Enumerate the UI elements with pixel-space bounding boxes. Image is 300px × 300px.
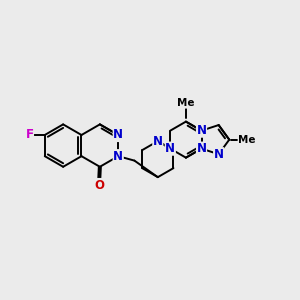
Text: Me: Me	[238, 135, 256, 145]
Text: N: N	[196, 124, 206, 137]
Text: N: N	[214, 148, 224, 161]
Text: N: N	[153, 135, 163, 148]
Text: N: N	[113, 150, 123, 163]
Text: O: O	[94, 178, 104, 191]
Text: N: N	[165, 142, 175, 155]
Text: N: N	[196, 142, 206, 155]
Text: N: N	[113, 128, 123, 142]
Text: F: F	[26, 128, 34, 142]
Text: Me: Me	[177, 98, 195, 108]
